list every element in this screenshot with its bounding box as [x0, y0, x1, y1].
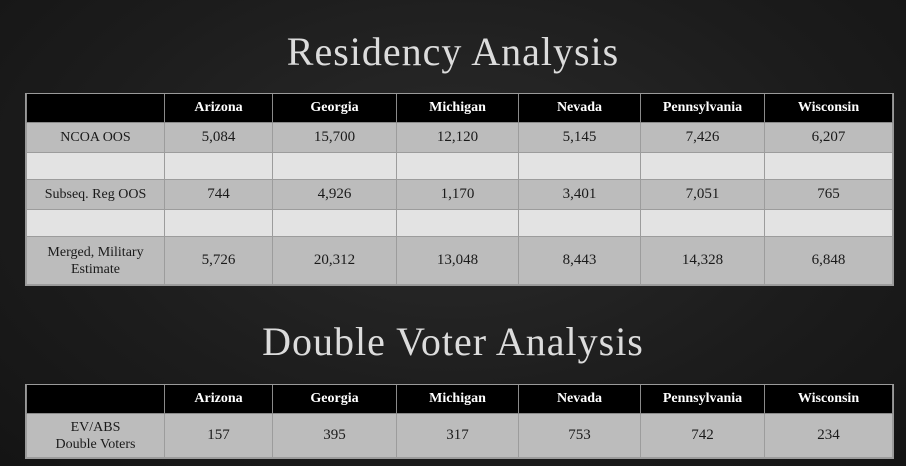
row-label-line: Merged, Military	[47, 244, 144, 260]
residency-analysis-title: Residency Analysis	[286, 29, 620, 74]
table-cell: 20,312	[272, 236, 397, 285]
table-row: Subseq. Reg OOS 744 4,926 1,170 3,401 7,…	[26, 179, 893, 210]
table-cell: 234	[764, 413, 893, 458]
table-cell: 395	[272, 413, 397, 458]
residency-table: Arizona Georgia Michigan Nevada Pennsylv…	[25, 93, 894, 286]
table-cell: 744	[164, 179, 273, 210]
spacer-row	[26, 152, 893, 180]
table-row: NCOA OOS 5,084 15,700 12,120 5,145 7,426…	[26, 122, 893, 153]
column-header-arizona: Arizona	[164, 94, 273, 123]
table-cell: 753	[518, 413, 641, 458]
table-cell: 13,048	[396, 236, 519, 285]
table-cell: 765	[764, 179, 893, 210]
column-header-pennsylvania: Pennsylvania	[640, 385, 765, 414]
column-header-georgia: Georgia	[272, 385, 397, 414]
table-row: EV/ABS Double Voters 157 395 317 753 742…	[26, 413, 893, 458]
row-label-line: Double Voters	[55, 436, 136, 452]
corner-cell	[26, 385, 165, 414]
table-cell: 8,443	[518, 236, 641, 285]
table-cell: 742	[640, 413, 765, 458]
table-cell: 157	[164, 413, 273, 458]
column-header-georgia: Georgia	[272, 94, 397, 123]
table-cell: 5,084	[164, 122, 273, 153]
table-cell: 6,848	[764, 236, 893, 285]
table-cell: 3,401	[518, 179, 641, 210]
table-cell: 4,926	[272, 179, 397, 210]
row-label: Merged, Military Estimate	[26, 236, 165, 285]
spacer-row	[26, 209, 893, 237]
corner-cell	[26, 94, 165, 123]
table-header-row: Arizona Georgia Michigan Nevada Pennsylv…	[26, 385, 893, 414]
table-cell: 5,145	[518, 122, 641, 153]
column-header-nevada: Nevada	[518, 94, 641, 123]
table-cell: 14,328	[640, 236, 765, 285]
table-cell: 5,726	[164, 236, 273, 285]
table-cell: 317	[396, 413, 519, 458]
row-label-line: Estimate	[71, 261, 120, 277]
row-label-line: EV/ABS	[70, 419, 121, 435]
table-cell: 12,120	[396, 122, 519, 153]
table-header-row: Arizona Georgia Michigan Nevada Pennsylv…	[26, 94, 893, 123]
row-label: Subseq. Reg OOS	[26, 179, 165, 210]
column-header-arizona: Arizona	[164, 385, 273, 414]
double-voter-analysis-title: Double Voter Analysis	[262, 319, 644, 364]
column-header-michigan: Michigan	[396, 385, 519, 414]
column-header-pennsylvania: Pennsylvania	[640, 94, 765, 123]
table-row: Merged, Military Estimate 5,726 20,312 1…	[26, 236, 893, 285]
table-cell: 1,170	[396, 179, 519, 210]
double-voter-table: Arizona Georgia Michigan Nevada Pennsylv…	[25, 384, 894, 459]
table-cell: 7,426	[640, 122, 765, 153]
table-cell: 7,051	[640, 179, 765, 210]
row-label: NCOA OOS	[26, 122, 165, 153]
table-cell: 6,207	[764, 122, 893, 153]
column-header-wisconsin: Wisconsin	[764, 385, 893, 414]
column-header-michigan: Michigan	[396, 94, 519, 123]
column-header-wisconsin: Wisconsin	[764, 94, 893, 123]
row-label: EV/ABS Double Voters	[26, 413, 165, 458]
column-header-nevada: Nevada	[518, 385, 641, 414]
table-cell: 15,700	[272, 122, 397, 153]
